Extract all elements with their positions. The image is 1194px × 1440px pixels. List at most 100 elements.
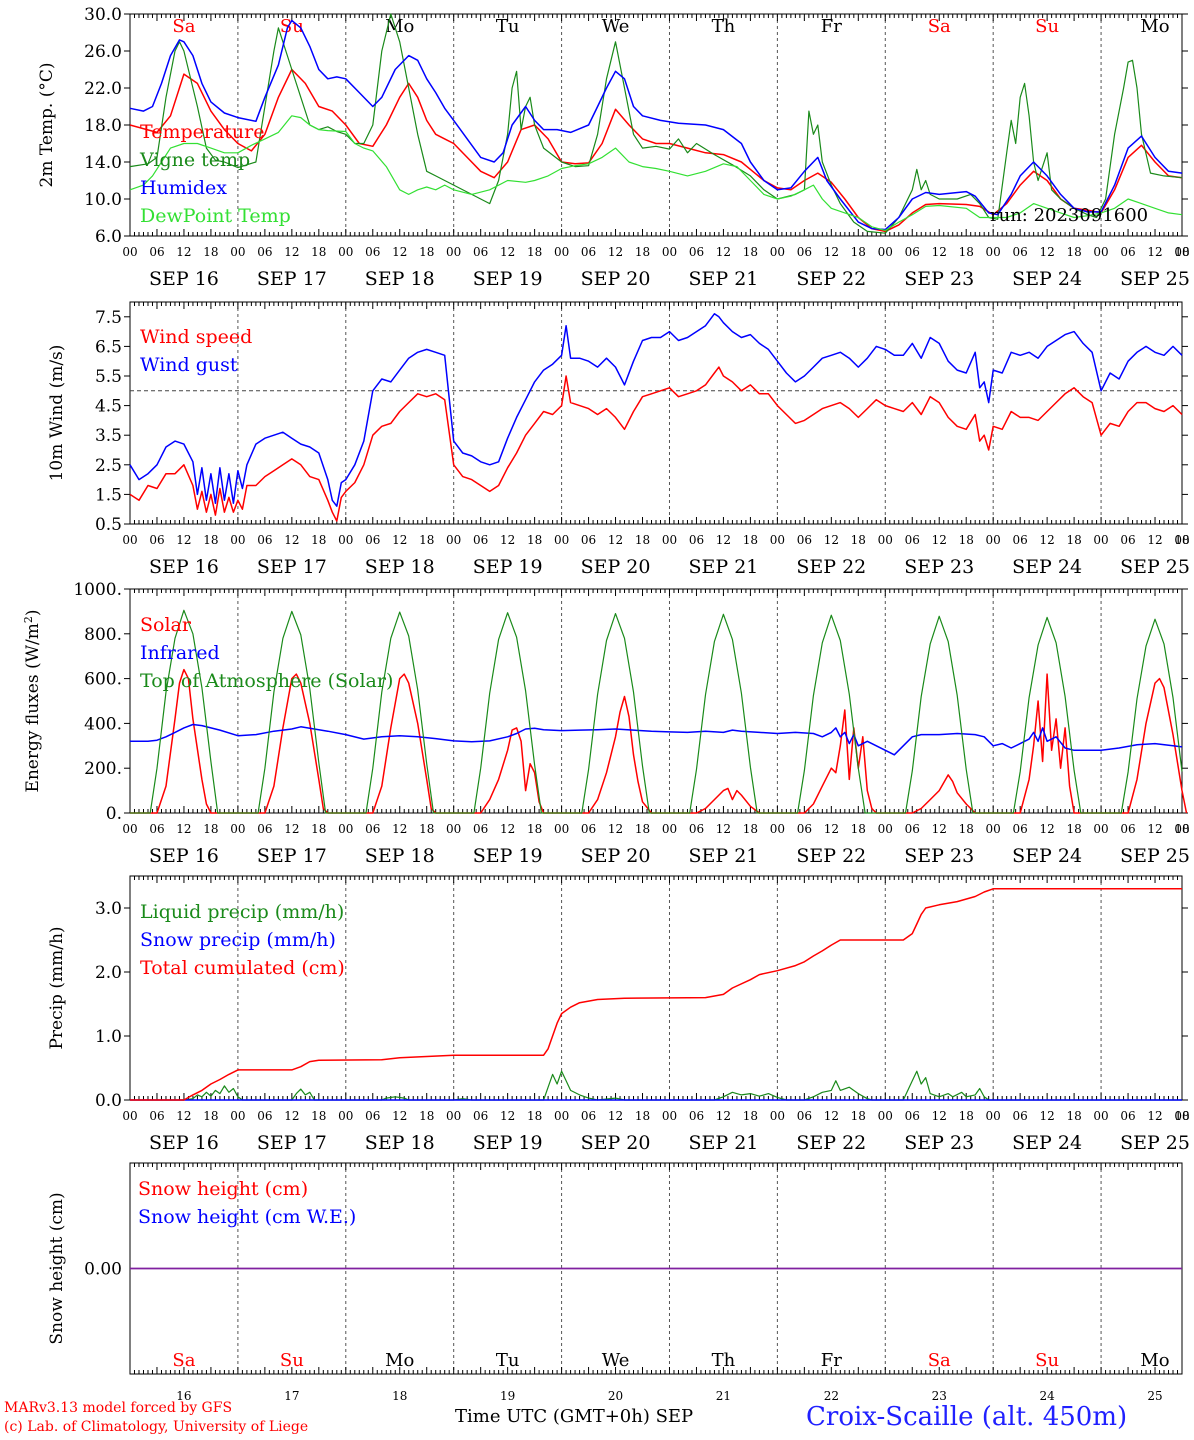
y-tick-label: 6.5: [95, 337, 122, 357]
hour-tick-label: 18: [527, 245, 542, 259]
hour-tick-label: 12: [824, 1109, 839, 1123]
y-tick-label: 18.0: [84, 116, 122, 136]
hour-tick-label: 12: [392, 1109, 407, 1123]
hour-tick-label: 12: [500, 245, 515, 259]
day-number-label: 23: [932, 1389, 947, 1403]
day-abbr-label: Fr: [821, 1350, 842, 1371]
day-abbr-label: Th: [712, 1350, 736, 1371]
day-number-label: 24: [1039, 1389, 1055, 1403]
date-label: SEP 25: [1120, 1132, 1190, 1154]
y-tick-label: 4.5: [95, 397, 122, 417]
hour-tick-label: 18: [851, 533, 866, 547]
hour-tick-label: 18: [635, 1109, 650, 1123]
day-number-label: 19: [500, 1389, 515, 1403]
hour-tick-label: 06: [473, 533, 488, 547]
hour-tick-label: 12: [500, 822, 515, 836]
hour-tick-label: 12: [176, 1109, 191, 1123]
hour-tick-label: 18: [419, 822, 434, 836]
date-label: SEP 16: [149, 1132, 219, 1154]
hour-tick-label: 00: [986, 533, 1001, 547]
hour-tick-label: 18: [851, 1109, 866, 1123]
hour-tick-label: 18: [743, 533, 758, 547]
hour-tick-label: 12: [932, 1109, 947, 1123]
hour-tick-label: 18: [311, 822, 326, 836]
hour-tick-label: 06: [257, 1109, 272, 1123]
hour-tick-label: 00: [446, 822, 461, 836]
series-line-wind-speed: [129, 366, 1183, 522]
date-label: SEP 16: [149, 845, 219, 867]
day-number-label: 20: [608, 1389, 623, 1403]
hour-tick-label: 00: [446, 533, 461, 547]
date-label: SEP 19: [473, 1132, 543, 1154]
hour-tick-label: 12: [608, 245, 623, 259]
date-label: SEP 24: [1012, 1132, 1082, 1154]
y-tick-label: 2.5: [95, 456, 122, 476]
hour-tick-label: 00: [1093, 1109, 1108, 1123]
hour-tick-label: 00: [986, 822, 1001, 836]
model-credit: MARv3.13 model forced by GFS: [4, 1400, 233, 1416]
date-label: SEP 22: [796, 556, 866, 578]
date-label: SEP 17: [257, 1132, 327, 1154]
hour-tick-label: 00: [1174, 822, 1189, 836]
hour-tick-label: 18: [959, 533, 974, 547]
hour-tick-label: 18: [203, 533, 218, 547]
hour-tick-label: 06: [1013, 533, 1028, 547]
hour-tick-label: 18: [203, 822, 218, 836]
hour-tick-label: 12: [500, 533, 515, 547]
hour-tick-label: 00: [1174, 1109, 1189, 1123]
hour-tick-label: 06: [689, 245, 704, 259]
hour-tick-label: 00: [770, 1109, 785, 1123]
date-label: SEP 18: [365, 556, 435, 578]
hour-tick-label: 06: [1120, 533, 1135, 547]
day-abbr-label: Sa: [928, 1350, 951, 1371]
hour-tick-label: 06: [797, 533, 812, 547]
legend-entry: Total cumulated (cm): [140, 957, 345, 979]
hour-tick-label: 18: [419, 533, 434, 547]
hour-tick-label: 06: [1013, 822, 1028, 836]
day-abbr-label: Mo: [1140, 16, 1169, 37]
day-abbr-label: Sa: [172, 16, 195, 37]
hour-tick-label: 18: [419, 245, 434, 259]
legend-entry: Snow height (cm): [138, 1178, 308, 1200]
hour-tick-label: 18: [311, 533, 326, 547]
legend-entry: Wind gust: [140, 354, 238, 376]
date-label: SEP 16: [149, 268, 219, 290]
hour-tick-label: 18: [635, 822, 650, 836]
hour-tick-label: 00: [122, 1109, 137, 1123]
hour-tick-label: 18: [851, 822, 866, 836]
date-label: SEP 21: [688, 1132, 758, 1154]
date-label: SEP 22: [796, 845, 866, 867]
y-tick-label: 200.: [84, 759, 122, 779]
y-tick-label: 3.0: [95, 899, 122, 919]
date-label: SEP 18: [365, 1132, 435, 1154]
date-label: SEP 20: [581, 1132, 651, 1154]
y-tick-label: 30.0: [84, 5, 122, 25]
hour-tick-label: 12: [716, 822, 731, 836]
hour-tick-label: 12: [1039, 1109, 1054, 1123]
hour-tick-label: 00: [770, 822, 785, 836]
y-tick-label: 0.00: [84, 1260, 122, 1280]
day-abbr-label: We: [602, 1350, 630, 1371]
hour-tick-label: 12: [824, 533, 839, 547]
day-abbr-label: Mo: [385, 1350, 414, 1371]
date-label: SEP 23: [904, 1132, 974, 1154]
date-label: SEP 25: [1120, 845, 1190, 867]
date-label: SEP 21: [688, 845, 758, 867]
day-abbr-label: Su: [280, 1350, 304, 1371]
y-axis-label: Energy fluxes (W/m2): [22, 609, 44, 792]
panel-snow: 0.00 Snow height (cm) Sa Su Mo Tu We Th Fr Sa Su Mo…: [47, 1162, 1183, 1403]
day-abbr-label: Th: [712, 16, 736, 37]
hour-tick-label: 00: [662, 1109, 677, 1123]
date-label: SEP 21: [688, 268, 758, 290]
series-line-total-cumulated-cm-: [130, 888, 1182, 1101]
hour-tick-label: 00: [662, 533, 677, 547]
hour-tick-label: 06: [1013, 245, 1028, 259]
hour-tick-label: 18: [1066, 533, 1081, 547]
legend-entry: Liquid precip (mm/h): [140, 901, 344, 923]
hour-tick-label: 00: [662, 245, 677, 259]
time-axis-label: Time UTC (GMT+0h) SEP: [455, 1406, 694, 1427]
y-tick-label: 2.0: [95, 963, 122, 983]
series-line-temperature: [129, 68, 1183, 233]
hour-tick-label: 18: [1066, 1109, 1081, 1123]
